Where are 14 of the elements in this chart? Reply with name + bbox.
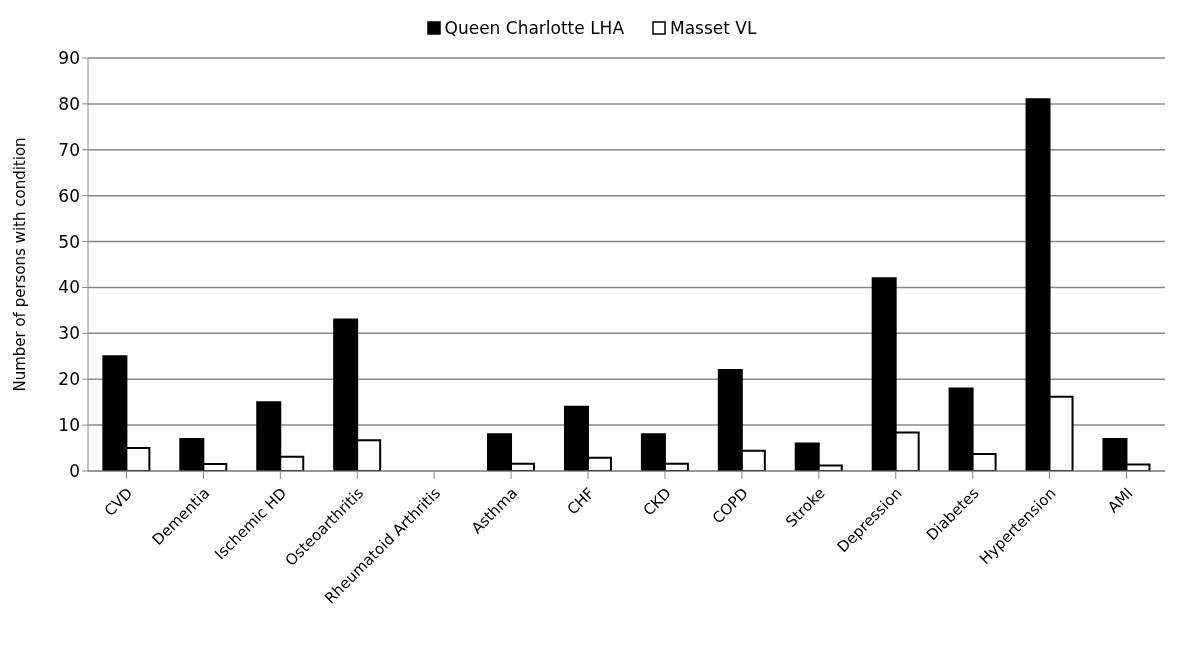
y-tick-label: 90: [58, 48, 80, 69]
y-tick-label: 50: [58, 231, 80, 252]
y-tick-label: 70: [58, 139, 80, 160]
y-tick-label: 80: [58, 93, 80, 114]
y-tick-label: 60: [58, 185, 80, 206]
y-axis-title: Number of persons with condition: [11, 137, 30, 392]
y-tick-label: 10: [58, 415, 80, 436]
x-tick-label: CKD: [639, 484, 675, 520]
legend-label: Masset VL: [670, 18, 757, 38]
y-tick-label: 0: [69, 461, 80, 482]
legend-label: Queen Charlotte LHA: [444, 18, 625, 38]
y-tick-label: 40: [58, 277, 80, 298]
y-tick-label: 30: [58, 323, 80, 344]
y-tick-label: 20: [58, 369, 80, 390]
